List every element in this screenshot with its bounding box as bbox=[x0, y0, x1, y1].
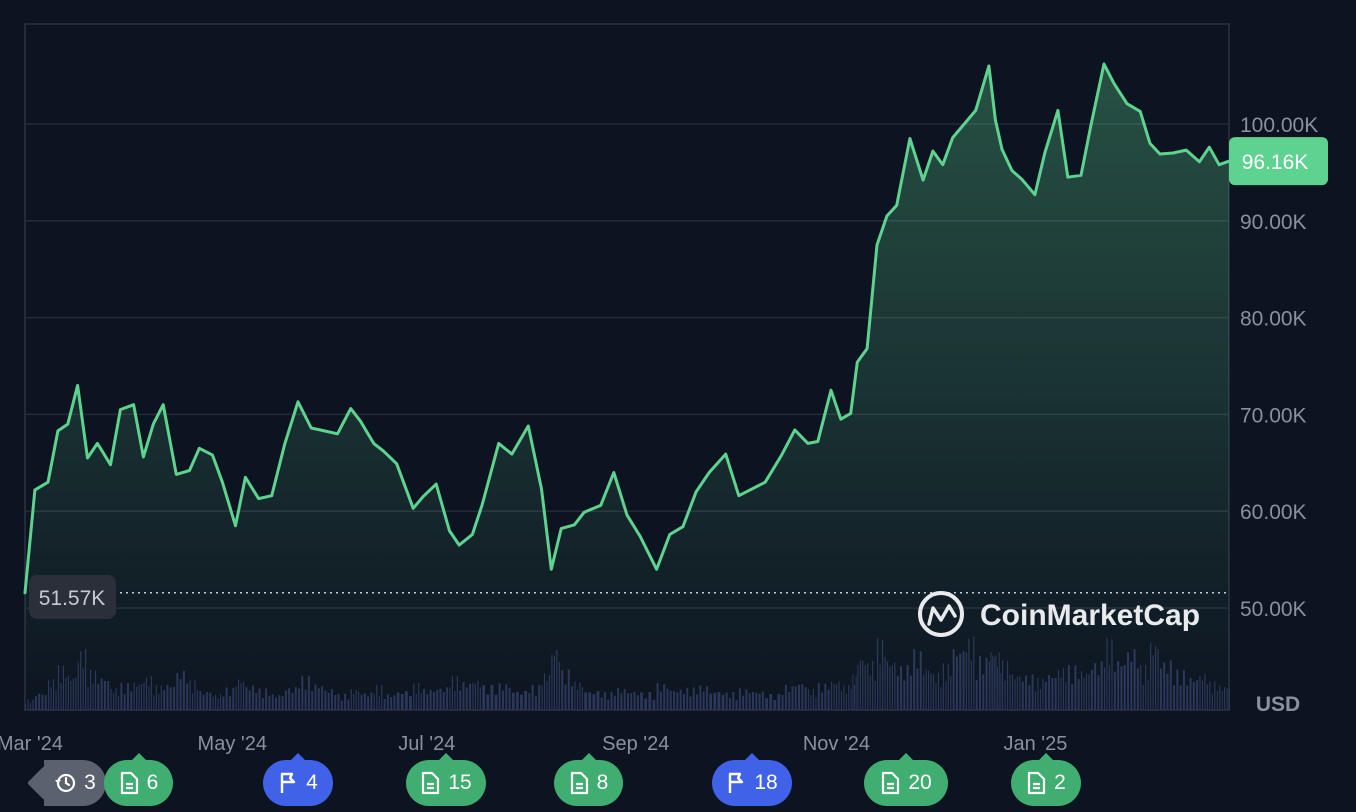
y-tick-label: 80.00K bbox=[1240, 308, 1307, 331]
current-price-badge: 96.16K bbox=[1229, 137, 1328, 186]
marker-count: 4 bbox=[306, 771, 318, 794]
flag-marker[interactable]: 4 bbox=[263, 753, 333, 806]
price-line bbox=[23, 62, 1231, 595]
x-tick-label: May '24 bbox=[198, 733, 267, 755]
marker-count: 8 bbox=[596, 771, 609, 794]
currency-label: USD bbox=[1256, 693, 1300, 716]
marker-count: 6 bbox=[146, 771, 159, 794]
coinmarketcap-logo-icon bbox=[918, 591, 964, 637]
y-tick-label: 90.00K bbox=[1240, 211, 1307, 234]
y-tick-label: 50.00K bbox=[1240, 598, 1307, 621]
current-price-label: 96.16K bbox=[1242, 151, 1309, 174]
marker-count: 20 bbox=[908, 771, 932, 794]
y-axis-labels: 100.00K 90.00K 80.00K 70.00K 60.00K 50.00K bbox=[1240, 114, 1318, 621]
start-price-label: 51.57K bbox=[39, 587, 106, 610]
flag-icon bbox=[726, 771, 746, 795]
price-area-fill bbox=[25, 64, 1229, 710]
x-axis-labels: Mar '24 May '24 Jul '24 Sep '24 Nov '24 Jan '… bbox=[0, 733, 1067, 755]
marker-count: 3 bbox=[84, 771, 96, 794]
price-area bbox=[23, 62, 1231, 710]
marker-count: 18 bbox=[754, 771, 778, 794]
x-tick-label: Sep '24 bbox=[602, 733, 669, 755]
x-tick-label: Mar '24 bbox=[0, 733, 63, 755]
x-tick-label: Jan '25 bbox=[1003, 733, 1067, 755]
document-icon bbox=[119, 771, 139, 795]
document-icon bbox=[420, 771, 440, 795]
news-marker[interactable]: 15 bbox=[406, 753, 486, 806]
news-marker[interactable]: 20 bbox=[864, 753, 948, 806]
marker-count: 15 bbox=[448, 771, 472, 794]
news-marker[interactable]: 8 bbox=[554, 753, 623, 806]
start-price-badge: 51.57K bbox=[29, 575, 116, 619]
news-marker[interactable]: 6 bbox=[104, 753, 173, 806]
document-icon bbox=[1026, 771, 1046, 795]
marker-count: 2 bbox=[1054, 771, 1066, 794]
watermark-text: CoinMarketCap bbox=[980, 599, 1200, 632]
y-tick-label: 100.00K bbox=[1240, 114, 1318, 137]
coinmarketcap-watermark: CoinMarketCap bbox=[918, 591, 1200, 637]
price-chart[interactable]: 100.00K 90.00K 80.00K 70.00K 60.00K 50.00K Ma… bbox=[0, 0, 1356, 760]
flag-icon bbox=[278, 771, 298, 795]
x-tick-label: Jul '24 bbox=[398, 733, 455, 755]
document-icon bbox=[880, 771, 900, 795]
y-tick-label: 60.00K bbox=[1240, 501, 1307, 524]
x-tick-label: Nov '24 bbox=[803, 733, 870, 755]
event-markers: 3 6 4 15 8 18 bbox=[0, 753, 1356, 810]
flag-marker[interactable]: 18 bbox=[712, 753, 792, 806]
history-marker[interactable]: 3 bbox=[44, 760, 106, 806]
news-marker[interactable]: 2 bbox=[1011, 753, 1081, 806]
history-icon bbox=[54, 772, 76, 794]
document-icon bbox=[569, 771, 589, 795]
volume-bar bbox=[1229, 688, 1230, 710]
y-tick-label: 70.00K bbox=[1240, 404, 1307, 427]
